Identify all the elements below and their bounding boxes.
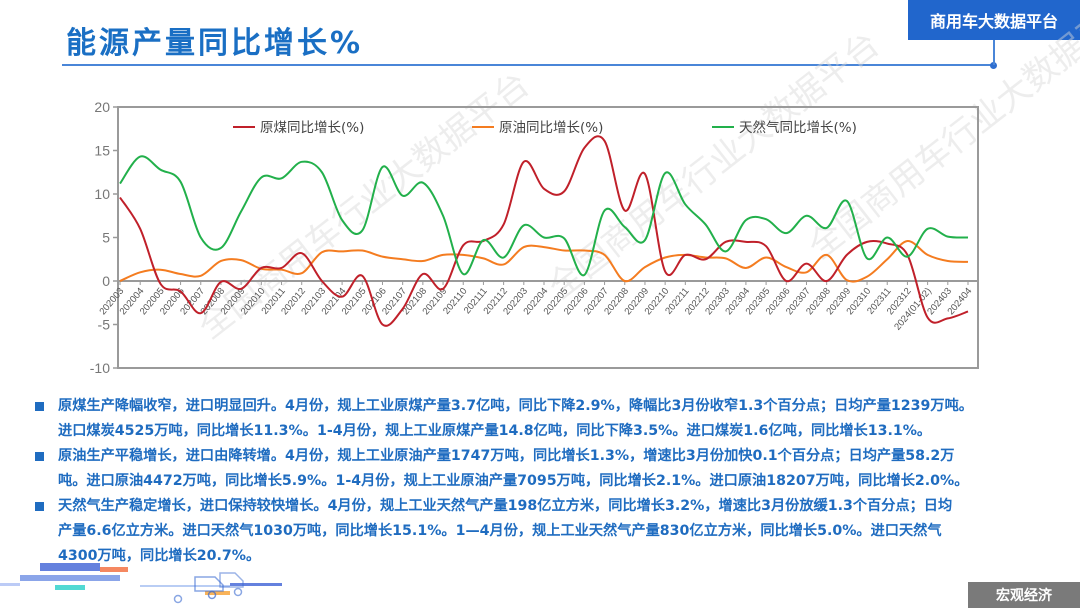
y-tick-label: 15 [94,143,110,159]
bullet-square-icon [35,502,44,511]
bullet-gas-line3: 4300万吨，同比增长20.7%。 [58,548,261,564]
summary-bullets: 原煤生产降幅收窄，进口明显回升。4月份，规上工业原煤产量3.7亿吨，同比下降2.… [30,394,1060,569]
y-tick-label: -10 [90,360,110,376]
bullet-square-icon [35,402,44,411]
bullet-oil: 原油生产平稳增长，进口由降转增。4月份，规上工业原油产量1747万吨，同比增长1… [30,444,1060,494]
badge-connector [993,40,995,65]
y-tick-label: 0 [102,273,110,289]
legend-label: 原油同比增长(%) [499,120,603,136]
bullet-oil-line2: 吨。进口原油4472万吨，同比增长5.9%。1-4月份，规上工业原油产量7095… [58,473,969,489]
y-tick-label: 10 [94,186,110,202]
series-line-0 [119,135,969,327]
page-title: 能源产量同比增长% [66,26,364,61]
title-divider [62,64,994,66]
y-tick-label: 20 [94,99,110,115]
platform-badge: 商用车大数据平台 [908,0,1080,40]
bullet-oil-line1: 原油生产平稳增长，进口由降转增。4月份，规上工业原油产量1747万吨，同比增长1… [58,448,955,464]
chart-legend: 原煤同比增长(%) 原油同比增长(%) 天然气同比增长(%) [233,119,857,136]
bullet-square-icon [35,452,44,461]
truck-decoration-icon [0,563,282,604]
section-tag: 宏观经济 [968,582,1080,608]
divider-dot [990,62,997,69]
chart-series [119,135,969,327]
y-tick-label: -5 [98,317,111,333]
bullet-coal: 原煤生产降幅收窄，进口明显回升。4月份，规上工业原煤产量3.7亿吨，同比下降2.… [30,394,1060,444]
bullet-gas-line1: 天然气生产稳定增长，进口保持较快增长。4月份，规上工业天然气产量198亿立方米，… [58,498,953,514]
bullet-coal-line1: 原煤生产降幅收窄，进口明显回升。4月份，规上工业原煤产量3.7亿吨，同比下降2.… [58,398,973,414]
series-line-2 [119,155,969,276]
bullet-gas: 天然气生产稳定增长，进口保持较快增长。4月份，规上工业天然气产量198亿立方米，… [30,494,1060,569]
bullet-gas-line2: 产量6.6亿立方米。进口天然气1030万吨，同比增长15.1%。1—4月份，规上… [58,523,942,539]
y-tick-label: 5 [102,230,110,246]
bullet-coal-line2: 进口煤炭4525万吨，同比增长11.3%。1-4月份，规上工业原煤产量14.8亿… [58,423,932,439]
legend-label: 天然气同比增长(%) [739,119,857,136]
legend-label: 原煤同比增长(%) [260,120,364,136]
